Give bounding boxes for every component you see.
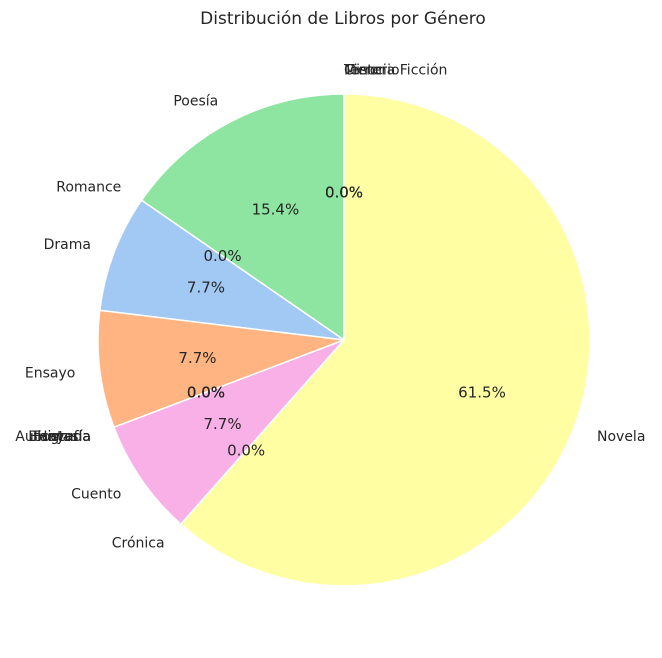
pie-slice-poesia <box>140 93 345 342</box>
category-label-terror: Terror <box>343 62 384 78</box>
pie-slice-novela <box>179 93 591 587</box>
category-label-autoayuda: Autoayuda <box>15 429 91 445</box>
category-label-cronica: Crónica <box>112 536 165 552</box>
pie-slice-ensayo <box>97 309 345 429</box>
category-label-novela: Novela <box>597 429 645 445</box>
percent-label-novela: 61.5% <box>458 383 506 401</box>
percent-label-misterio: 0.0% <box>325 183 363 201</box>
percent-label-cuento: 7.7% <box>203 415 241 433</box>
category-label-cuento: Cuento <box>71 487 121 503</box>
pie-slice-drama <box>98 199 345 341</box>
percent-label-ciencia-ficcion: 0.0% <box>325 183 363 201</box>
percent-label-ensayo: 7.7% <box>178 349 216 367</box>
percent-labels: 0.0%0.0%0.0%15.4%0.0%7.7%7.7%0.0%0.0%0.0… <box>178 183 505 459</box>
percent-label-drama: 7.7% <box>187 279 225 297</box>
category-label-biografia: Biografía <box>28 429 91 445</box>
category-label-misterio: Misterio <box>344 62 400 78</box>
pie-slices <box>97 93 591 587</box>
percent-label-poesia: 15.4% <box>252 200 300 218</box>
category-label-romance: Romance <box>56 179 121 195</box>
category-label-fantasia: Fantasía <box>33 429 91 445</box>
category-label-ensayo: Ensayo <box>25 366 75 382</box>
percent-label-historia: 0.0% <box>187 383 225 401</box>
category-label-historia: Historia <box>37 429 91 445</box>
chart-title: Distribución de Libros por Género <box>200 9 486 29</box>
percent-label-terror: 0.0% <box>325 183 363 201</box>
category-label-poesia: Poesía <box>173 93 218 109</box>
percent-label-romance: 0.0% <box>203 247 241 265</box>
percent-label-cronica: 0.0% <box>227 441 265 459</box>
percent-label-autoayuda: 0.0% <box>187 383 225 401</box>
category-label-drama: Drama <box>44 237 91 253</box>
pie-slice-cuento <box>113 339 345 526</box>
percent-label-biografia: 0.0% <box>187 383 225 401</box>
category-label-ciencia-ficcion: Ciencia Ficción <box>344 62 447 78</box>
percent-label-fantasia: 0.0% <box>187 383 225 401</box>
